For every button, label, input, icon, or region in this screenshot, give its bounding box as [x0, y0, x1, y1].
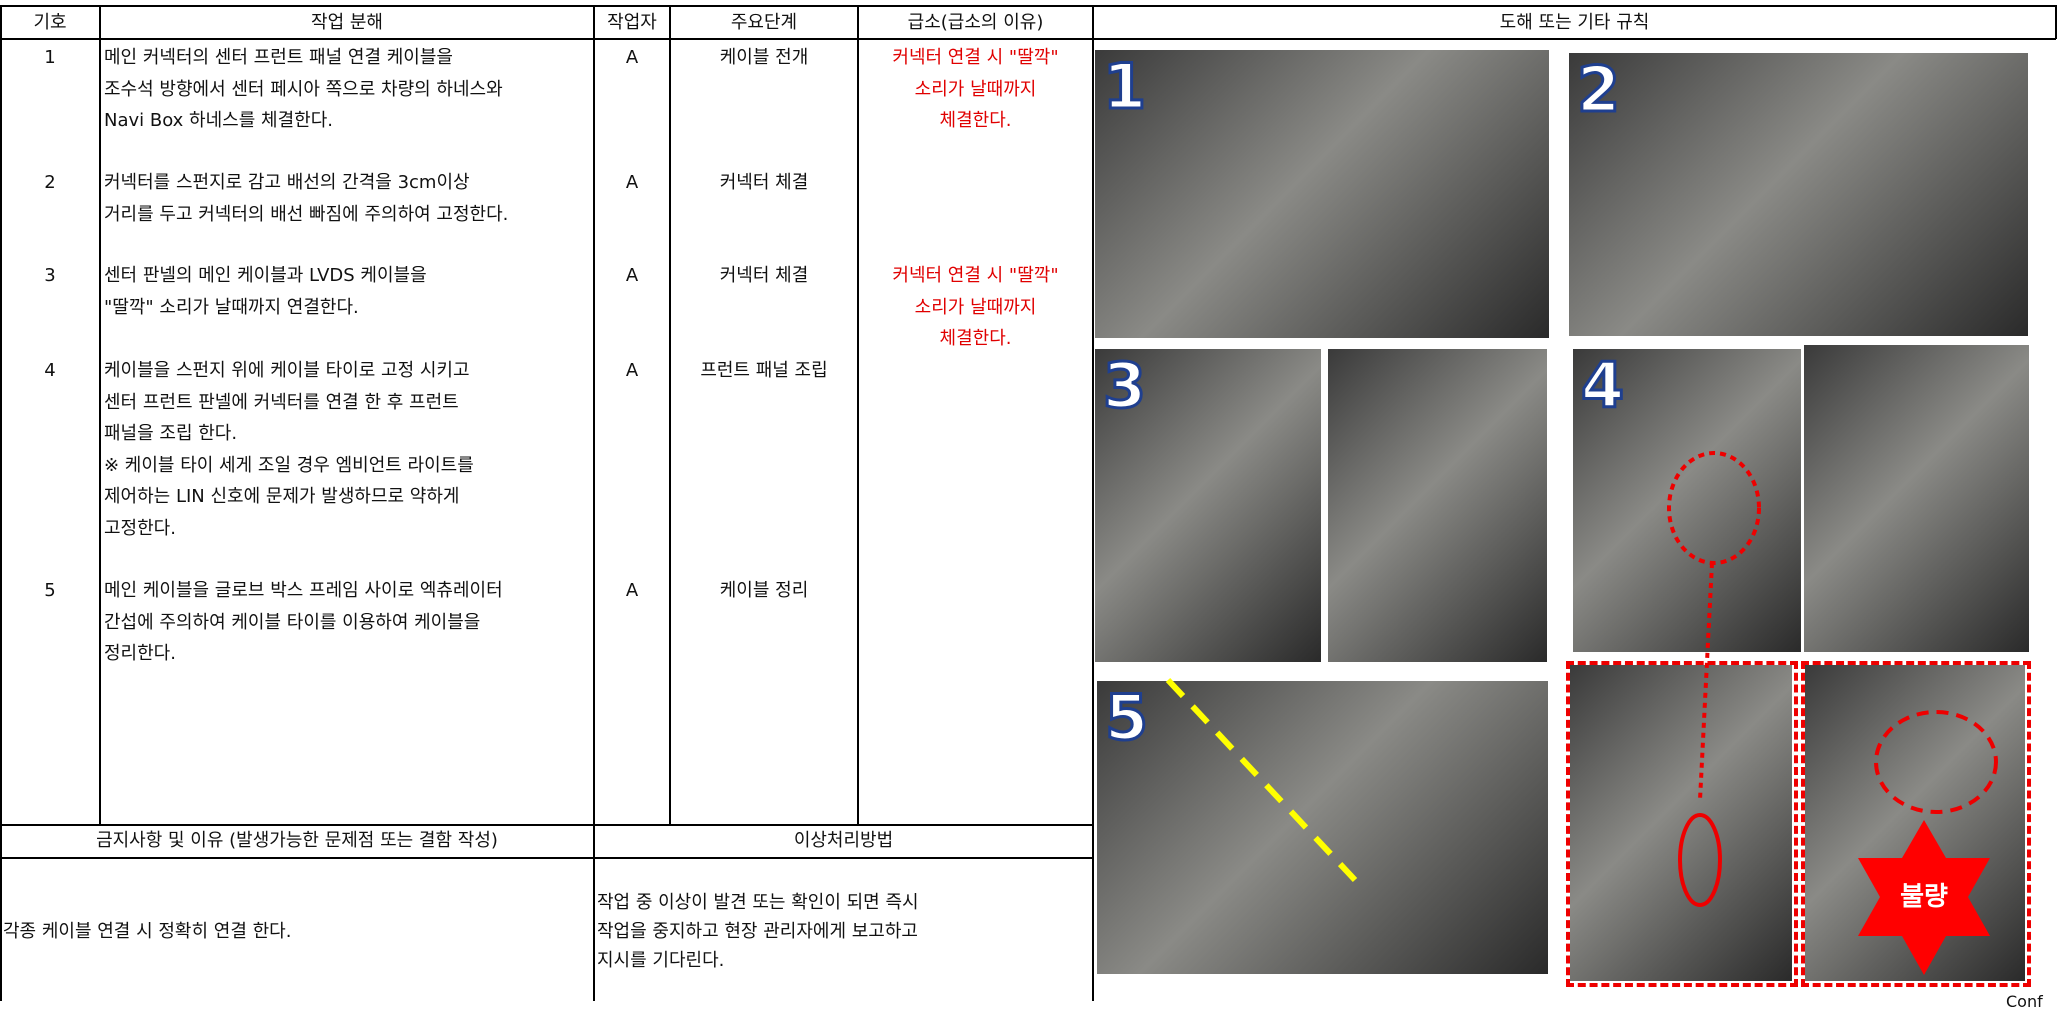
row-text: 고정한다. [104, 518, 176, 539]
photo: 1 [1095, 50, 1549, 338]
row-text: 패널을 조립 한다. [104, 423, 238, 445]
defect-box [1566, 661, 1798, 987]
row-code: 4 [44, 360, 56, 381]
header-cell: 도해 또는 기타 규칙 [1499, 12, 1650, 33]
marker [1667, 451, 1761, 565]
row-text: 간섭에 주의하여 케이블 타이를 이용하여 케이블을 [104, 611, 481, 633]
prohibition-title: 금지사항 및 이유 (발생가능한 문제점 또는 결함 작성) [96, 830, 498, 851]
header-cell: 기호 [33, 12, 67, 33]
guide-arrow [1165, 677, 1358, 883]
row-worker: A [625, 47, 639, 68]
row-text: 정리한다. [104, 643, 176, 665]
photo-number: 1 [1101, 50, 1147, 125]
row-text: 메인 커넥터의 센터 프런트 패널 연결 케이블을 [104, 47, 453, 68]
defect-label: 불량 [1900, 882, 1948, 912]
marker [1698, 562, 1714, 801]
row-text: 거리를 두고 커넥터의 배선 빠짐에 주의하여 고정한다. [104, 203, 509, 225]
photo: 5 [1097, 681, 1548, 974]
defect-star [1858, 820, 1990, 975]
photo [1570, 665, 1792, 981]
row-code: 3 [44, 265, 56, 286]
row-text: Navi Box 하네스를 체결한다. [104, 110, 333, 132]
photo: 3 [1095, 349, 1321, 662]
row-step: 케이블 정리 [719, 580, 809, 601]
row-worker: A [625, 265, 639, 286]
abnormal-text: 작업을 중지하고 현장 관리자에게 보고하고 [597, 921, 918, 942]
footer: Conf [2006, 992, 2043, 1011]
row-key: 소리가 날때까지 [914, 78, 1037, 100]
row-step: 커넥터 체결 [719, 265, 809, 286]
row-text: 센터 프런트 판넬에 커넥터를 연결 한 후 프런트 [104, 391, 459, 413]
header-cell: 주요단계 [730, 12, 798, 33]
photo-number: 2 [1575, 53, 1621, 128]
row-text: ※ 케이블 타이 세게 조일 경우 엠비언트 라이트를 [104, 454, 474, 476]
abnormal-text: 작업 중 이상이 발견 또는 확인이 되면 즉시 [597, 892, 919, 913]
row-key: 커넥터 연결 시 "딸깍" [892, 265, 1059, 286]
row-text: 조수석 방향에서 센터 페시아 쪽으로 차량의 하네스와 [104, 78, 503, 100]
row-text: "딸깍" 소리가 날때까지 연결한다. [104, 296, 359, 318]
marker [1678, 813, 1722, 907]
row-code: 1 [44, 47, 56, 68]
rule [593, 5, 595, 1001]
row-text: 메인 케이블을 글로브 박스 프레임 사이로 엑츄레이터 [104, 580, 503, 601]
abnormal-title: 이상처리방법 [793, 830, 894, 851]
rule [0, 857, 1094, 859]
defect-box [1801, 661, 2031, 987]
row-worker: A [625, 172, 639, 193]
rule [0, 38, 2056, 40]
header-cell: 작업 분해 [311, 12, 383, 33]
rule [2055, 5, 2057, 39]
row-key: 체결한다. [939, 328, 1012, 350]
photo-number: 5 [1103, 681, 1149, 756]
rule [1092, 5, 1094, 1001]
prohibition-text: 각종 케이블 연결 시 정확히 연결 한다. [3, 921, 292, 942]
photo: 2 [1569, 53, 2028, 336]
row-text: 커넥터를 스펀지로 감고 배선의 간격을 3cm이상 [104, 172, 470, 193]
photo [1328, 349, 1547, 662]
rule [669, 5, 671, 825]
header-cell: 급소(급소의 이유) [907, 12, 1044, 33]
row-step: 프런트 패널 조립 [700, 360, 828, 381]
row-key: 커넥터 연결 시 "딸깍" [892, 47, 1059, 68]
abnormal-text: 지시를 기다린다. [597, 950, 725, 971]
photo-number: 4 [1579, 349, 1625, 424]
row-code: 2 [44, 172, 56, 193]
photo-number: 3 [1101, 349, 1147, 424]
rule [0, 824, 1094, 826]
row-key: 소리가 날때까지 [914, 296, 1037, 318]
row-text: 제어하는 LIN 신호에 문제가 발생하므로 약하게 [104, 486, 460, 508]
row-step: 케이블 전개 [719, 47, 809, 68]
row-key: 체결한다. [939, 110, 1012, 132]
row-worker: A [625, 580, 639, 601]
row-step: 커넥터 체결 [719, 172, 809, 193]
marker [1874, 710, 1998, 814]
photo: 4 [1573, 349, 1801, 652]
rule [0, 5, 2, 1001]
photo [1804, 345, 2029, 652]
row-text: 센터 판넬의 메인 케이블과 LVDS 케이블을 [104, 265, 427, 286]
row-code: 5 [44, 580, 56, 601]
rule [99, 5, 101, 825]
row-worker: A [625, 360, 639, 381]
rule [857, 5, 859, 825]
rule [0, 5, 2056, 7]
header-cell: 작업자 [607, 12, 657, 33]
row-text: 케이블을 스펀지 위에 케이블 타이로 고정 시키고 [104, 360, 470, 381]
